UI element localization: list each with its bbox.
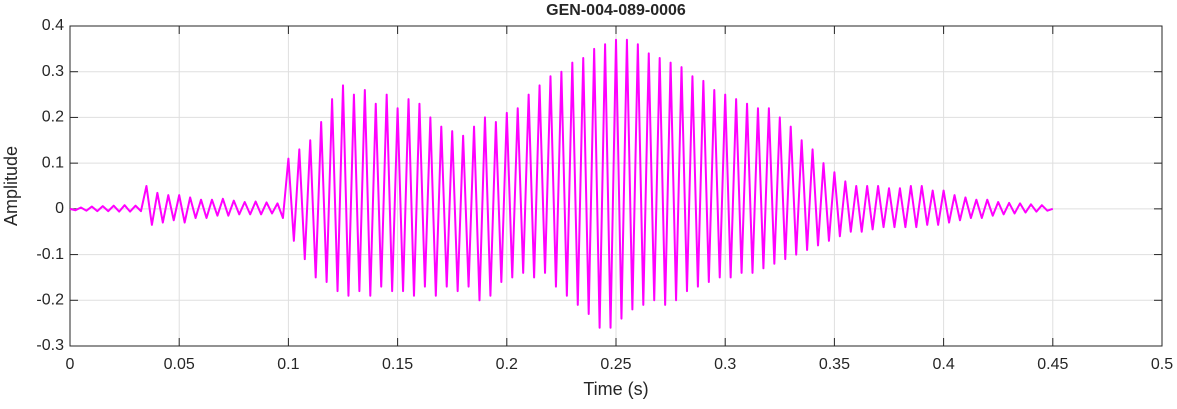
x-tick-label: 0.15: [382, 356, 413, 373]
plot-frame: [69, 25, 1163, 347]
x-tick-label: 0.2: [496, 356, 518, 373]
x-tick-label: 0.45: [1037, 356, 1068, 373]
x-tick-label: 0: [66, 356, 75, 373]
x-tick-label: 0.1: [277, 356, 299, 373]
waveform-line: [69, 38, 1054, 329]
x-tick-label: 0.35: [819, 356, 850, 373]
x-tick-label: 0.05: [164, 356, 195, 373]
y-axis-label: Amplitude: [1, 146, 21, 226]
x-tick-label: 0.5: [1151, 356, 1173, 373]
y-tick-label: 0.2: [42, 109, 64, 126]
x-tick-label: 0.25: [600, 356, 631, 373]
y-tick-label: 0.4: [42, 17, 64, 34]
x-axis-label: Time (s): [583, 379, 648, 399]
x-tick-label: 0.3: [714, 356, 736, 373]
y-tick-label: -0.3: [36, 337, 64, 354]
y-tick-label: -0.2: [36, 292, 64, 309]
y-tick-label: 0: [55, 200, 64, 217]
chart-title: GEN-004-089-0006: [546, 2, 686, 19]
y-tick-label: 0.1: [42, 154, 64, 171]
y-tick-label: 0.3: [42, 63, 64, 80]
y-tick-label: -0.1: [36, 246, 64, 263]
x-tick-label: 0.4: [932, 356, 954, 373]
